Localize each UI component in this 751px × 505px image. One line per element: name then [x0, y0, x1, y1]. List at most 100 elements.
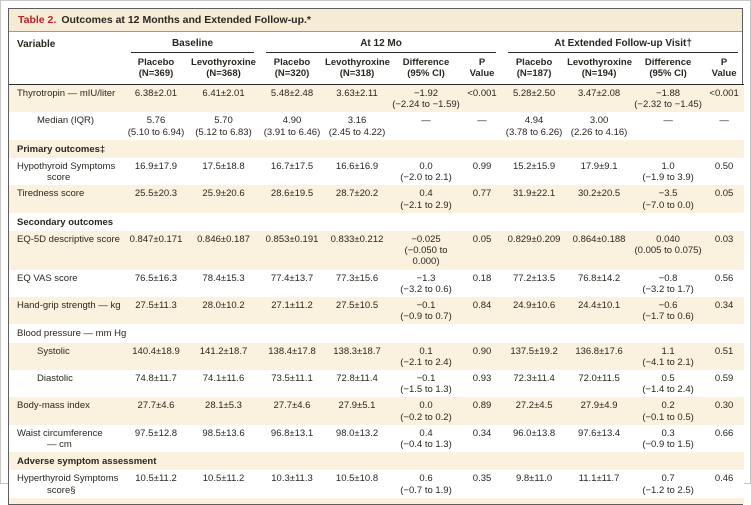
row-label: Thyrotropin — mIU/liter [9, 85, 125, 113]
value-cell: 3.00 (2.26 to 4.16) [570, 115, 628, 138]
value-cell: 0.66 [714, 427, 734, 439]
section-row: Adverse symptom assessment [9, 452, 745, 471]
outcomes-table-container: Table 2. Outcomes at 12 Months and Extend… [8, 8, 745, 505]
value-cell: 17.9±9.1 [580, 161, 618, 173]
value-cell: 98.0±13.2 [335, 427, 379, 439]
value-cell: −0.025 (−0.050 to 0.000) [404, 234, 448, 268]
value-cell: 141.2±18.7 [199, 345, 248, 357]
value-cell: 0.34 [472, 427, 492, 439]
value-cell: — [477, 115, 487, 127]
value-cell: 4.94 (3.78 to 6.26) [505, 115, 563, 138]
value-cell: 0.040 (0.005 to 0.075) [634, 234, 702, 257]
value-cell: 0.34 [714, 300, 734, 312]
value-cell: −1.3 (−3.2 to 0.6) [400, 272, 452, 295]
row-label: Tiredness score [9, 185, 125, 212]
section-row: Secondary outcomes [9, 212, 745, 232]
value-cell: 140.4±18.9 [132, 345, 180, 357]
table-row: Systolic 140.4±18.9 141.2±18.7 138.4±17.8 13… [9, 342, 745, 371]
value-cell: 0.0 (−2.0 to 2.1) [400, 161, 452, 184]
value-cell: 28.6±19.5 [270, 188, 314, 200]
value-cell: 78.4±15.3 [202, 272, 245, 284]
value-cell: −0.8 (−3.2 to 1.7) [642, 272, 694, 295]
row-label-continuation: — cm [47, 439, 72, 451]
value-cell: 72.8±11.4 [336, 373, 378, 385]
value-cell: −1.88 (−2.32 to −1.45) [634, 88, 702, 111]
value-cell: −0.1 (−1.5 to 1.3) [400, 373, 452, 396]
value-cell: 0.846±0.187 [197, 234, 250, 246]
value-cell: 27.1±11.2 [271, 300, 313, 312]
value-cell: 76.8±14.2 [577, 272, 621, 284]
value-cell: 137.5±19.2 [510, 345, 558, 357]
value-cell: 10.3±11.3 [271, 473, 313, 485]
value-cell: 5.28±2.50 [512, 88, 556, 99]
value-cell: — [421, 115, 431, 127]
column-header: Placebo (N=187) [515, 56, 553, 79]
value-cell: 0.46 [714, 473, 734, 485]
value-cell: 138.3±18.7 [333, 345, 381, 357]
value-cell: 0.18 [472, 272, 492, 284]
column-group-label: At Extended Follow-up Visit† [508, 32, 739, 53]
value-cell: 96.0±13.8 [512, 427, 556, 439]
label-row: Blood pressure — mm Hg [9, 324, 745, 343]
value-cell: 10.5±11.2 [135, 473, 177, 485]
value-cell: 6.38±2.01 [134, 88, 178, 99]
value-cell: 0.05 [714, 188, 734, 200]
column-header: Placebo (N=320) [273, 56, 311, 79]
value-cell: 96.8±13.1 [270, 427, 314, 439]
column-group-label: At 12 Mo [266, 32, 497, 53]
value-cell: <0.001 [467, 88, 497, 99]
table-row: Hand-grip strength — kg 27.5±11.3 28.0±10.… [9, 297, 745, 325]
value-cell: 0.03 [714, 234, 734, 246]
table-header: Variable Baseline At 12 Mo At Extended Foll… [9, 32, 745, 85]
column-header: Levothyroxine (N=368) [191, 56, 256, 79]
table-title: Outcomes at 12 Months and Extended Follo… [61, 14, 312, 26]
row-label-text: Thyrotropin — mIU/liter [17, 88, 116, 99]
row-label-text: Median (IQR) [37, 115, 95, 127]
value-cell: 27.7±4.6 [137, 400, 175, 412]
value-cell: 25.9±20.6 [202, 188, 245, 200]
row-label-text: Waist circumference [17, 427, 103, 439]
column-group-header: At 12 Mo [260, 32, 502, 53]
row-label: Hypothyroid Symptoms score [9, 158, 125, 185]
table-row: Hypothyroid Symptoms score 16.9±17.9 17.5±1… [9, 158, 745, 186]
row-label-text: Tiredness score [17, 188, 85, 200]
row-label: Hyperthyroid Symptoms score§ [9, 470, 125, 497]
column-header: Levothyroxine (N=194) [567, 56, 632, 79]
row-label: EQ VAS score [9, 270, 125, 297]
value-cell: 0.847±0.171 [129, 234, 183, 246]
value-cell: 0.829±0.209 [507, 234, 561, 246]
value-cell: 0.93 [472, 373, 492, 385]
value-cell: −1.92 (−2.24 to −1.59) [392, 88, 460, 111]
value-cell: 0.833±0.212 [330, 234, 384, 246]
column-header: Placebo (N=369) [137, 56, 175, 79]
value-cell: 10.5±11.2 [202, 473, 245, 485]
value-cell: 77.2±13.5 [512, 272, 556, 284]
value-cell: 0.4 (−0.4 to 1.3) [400, 427, 452, 451]
value-cell: 3.47±2.08 [577, 88, 621, 99]
value-cell: 73.5±11.1 [271, 373, 313, 385]
row-label-text: Systolic [37, 345, 70, 357]
value-cell: 17.5±18.8 [202, 161, 245, 173]
value-cell: 6.41±2.01 [202, 88, 245, 99]
value-cell: 27.9±5.1 [338, 400, 376, 412]
value-cell: 0.5 (−1.4 to 2.4) [642, 373, 694, 396]
section-label: Primary outcomes‡ [17, 143, 106, 155]
section-label: Adverse symptom assessment [17, 456, 157, 468]
column-header: Difference (95% CI) [402, 56, 450, 79]
value-cell: 1.0 (−1.9 to 3.9) [642, 161, 694, 184]
row-label: Diastolic [9, 370, 125, 397]
value-cell: 0.35 [472, 473, 492, 485]
row-label-text: Diastolic [37, 373, 73, 385]
table-row: Median (IQR) 5.76 (5.10 to 6.94) 5.70 (5.1… [9, 112, 745, 140]
value-cell: 4.90 (3.91 to 6.46) [263, 115, 321, 138]
row-label-continuation: score [47, 172, 71, 184]
value-cell: 97.6±13.4 [577, 427, 621, 439]
column-header: Difference (95% CI) [644, 56, 692, 79]
table-row: Hyperthyroid Symptoms score§ 10.5±11.2 10.5… [9, 470, 745, 498]
outcomes-table: Variable Baseline At 12 Mo At Extended Foll… [9, 32, 745, 504]
value-cell: 0.50 [714, 161, 734, 173]
value-cell: 72.3±11.4 [513, 373, 555, 385]
value-cell: 5.76 (5.10 to 6.94) [127, 115, 185, 138]
value-cell: 0.3 (−0.9 to 1.5) [642, 427, 694, 451]
